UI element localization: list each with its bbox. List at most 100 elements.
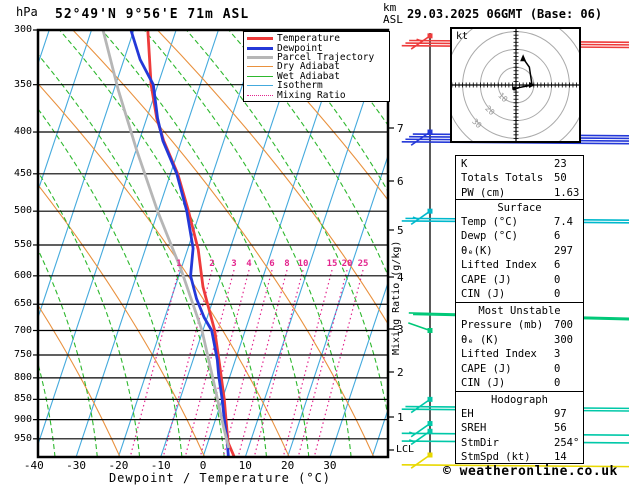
- altitude-tick-label: 5: [397, 224, 404, 237]
- stats-row-label: PW (cm): [461, 186, 506, 199]
- stats-row: Totals Totals 50: [461, 171, 583, 185]
- pressure-tick-label: 950: [13, 432, 32, 444]
- mixing-ratio-line: [282, 269, 333, 457]
- legend-label: Dry Adiabat: [277, 61, 340, 73]
- mixing-ratio-line: [162, 269, 213, 457]
- pressure-tick-label: 450: [13, 167, 32, 179]
- altitude-tick-label: 1: [397, 411, 404, 424]
- stats-row-value: 700: [554, 319, 573, 332]
- hodograph-trace: [514, 57, 533, 90]
- legend-item: Dry Adiabat: [247, 61, 389, 73]
- pressure-tick-label: 400: [13, 126, 32, 138]
- hodograph-arrowhead: [520, 54, 527, 62]
- pressure-tick-label: 300: [13, 24, 32, 35]
- pressure-tick-label: 350: [13, 78, 32, 90]
- dry-adiabat-line: [157, 30, 388, 326]
- isotherm-line: [75, 30, 219, 457]
- altitude-tick-label: 4: [397, 271, 404, 284]
- stats-panel-title: Surface: [497, 201, 542, 214]
- wet-adiabat-line: [38, 361, 56, 457]
- legend-swatch-temperature: [247, 37, 273, 41]
- temperature-tick-label: -40: [23, 459, 44, 472]
- stats-row: Dewp (°C) 6: [461, 229, 583, 243]
- pressure-tick-label: 650: [13, 298, 32, 310]
- legend-swatch-mixing-ratio: [247, 94, 273, 96]
- stats-row-value: 0: [554, 273, 561, 286]
- temperature-tick-label: -30: [66, 459, 87, 472]
- stats-row-value: 97: [554, 407, 567, 420]
- mixing-ratio-value-label: 20: [341, 259, 353, 269]
- stats-panel-title: Hodograph: [491, 393, 548, 406]
- mixing-ratio-value-label: 2: [209, 259, 215, 269]
- pressure-axis-unit: hPa: [16, 5, 38, 19]
- credit-label: © weatheronline.co.uk: [443, 464, 618, 479]
- stats-row-label: Lifted Index: [461, 259, 537, 272]
- legend-item: Wet Adiabat: [247, 71, 389, 82]
- isotherm-line: [287, 154, 388, 457]
- stats-panel-title: Most Unstable: [478, 305, 561, 317]
- legend-label: Temperature: [277, 33, 340, 45]
- legend-label: Dewpoint: [277, 42, 323, 54]
- temperature-tick-label: -20: [108, 459, 129, 472]
- pressure-tick-label: 600: [13, 269, 32, 281]
- mixing-ratio-value-label: 6: [269, 259, 275, 269]
- legend-swatch-isotherm: [247, 85, 273, 87]
- stats-row: CAPE (J) 0: [461, 273, 583, 287]
- mixing-ratio-value-label: 15: [326, 259, 338, 269]
- wet-adiabat-line: [609, 30, 629, 457]
- hodograph-border: [450, 27, 581, 143]
- hodograph: [451, 28, 580, 142]
- pressure-tick-label: 750: [13, 348, 32, 360]
- mixing-ratio-line: [237, 269, 288, 457]
- pressure-tick-label: 900: [13, 413, 32, 425]
- stats-row-label: StmDir: [461, 436, 499, 449]
- legend-item: Isotherm: [247, 80, 389, 92]
- mixing-ratio-value-label: 8: [284, 259, 290, 269]
- wind-barb: [401, 452, 629, 469]
- datetime-label: 29.03.2025 06GMT (Base: 06): [407, 7, 603, 21]
- mixing-ratio-value-label: 25: [357, 259, 369, 269]
- mixing-ratio-line: [313, 269, 364, 457]
- mixing-ratio-line: [129, 269, 180, 457]
- altitude-tick-label: 3: [397, 323, 404, 336]
- wet-adiabat-line: [38, 53, 225, 457]
- mixing-ratio-axis-title: Mixing Ratio (g/kg): [391, 240, 402, 355]
- curve-parcel-trajectory: [101, 30, 231, 449]
- mixing-ratio-value-label: 4: [246, 259, 252, 269]
- legend-label: Isotherm: [277, 80, 323, 92]
- stats-row: K 23: [461, 157, 583, 171]
- stats-panel-surface: Surface Temp (°C) 7.4 Dewp (°C) 6 θₑ(K) 297 Lif…: [455, 198, 584, 304]
- stats-row: StmSpd (kt) 14: [461, 450, 583, 464]
- stats-row-value: 297: [554, 244, 573, 257]
- altitude-tick-label: 2: [397, 366, 404, 379]
- plot-border: [36, 28, 390, 459]
- stats-row-label: θₑ (K): [461, 333, 499, 346]
- altitude-axis-title: km ASL: [383, 2, 403, 26]
- stats-row-label: CIN (J): [461, 287, 506, 300]
- isotherm-line: [38, 30, 135, 320]
- wet-adiabat-line: [143, 30, 352, 457]
- stats-row-label: StmSpd (kt): [461, 451, 531, 464]
- stats-row-value: 7.4: [554, 215, 573, 228]
- stats-row: CIN (J) 0: [461, 287, 583, 301]
- stats-row-label: CAPE (J): [461, 273, 512, 286]
- legend-label: Mixing Ratio: [277, 89, 346, 101]
- stats-row-value: 0: [554, 287, 561, 300]
- lcl-label: LCL: [396, 444, 415, 455]
- stats-row-label: SREH: [461, 422, 487, 435]
- legend-item: Mixing Ratio: [247, 89, 389, 101]
- stats-row-value: 6: [554, 259, 561, 272]
- isotherm-line: [117, 30, 262, 457]
- stats-panel-hodograph: Hodograph EH 97 SREH 56 StmDir 254° StmSpd (kt)…: [455, 390, 584, 464]
- legend-swatch-parcel-trajectory: [247, 55, 273, 59]
- stats-row-label: Totals Totals: [461, 172, 544, 185]
- stats-row: EH 97: [461, 407, 583, 421]
- legend-swatch-dry-adiabat: [247, 66, 273, 68]
- stats-row-label: Dewp (°C): [461, 230, 518, 243]
- temperature-tick-label: 30: [323, 459, 337, 472]
- stats-panel: K 23 Totals Totals 50 PW (cm) 1.63: [455, 155, 584, 200]
- altitude-tick-label: 6: [397, 175, 404, 188]
- stats-row-label: CIN (J): [461, 377, 506, 390]
- stats-row-label: EH: [461, 407, 474, 420]
